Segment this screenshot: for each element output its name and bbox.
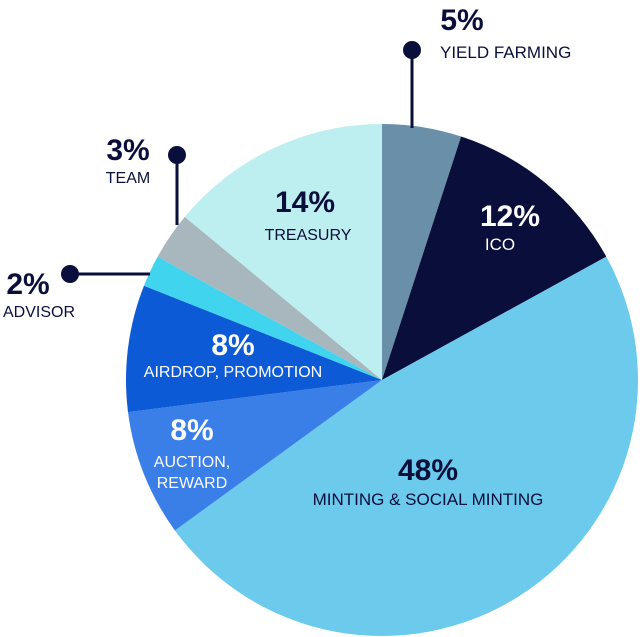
- minting-percent: 48%: [398, 454, 458, 487]
- pie-slice-auction-reward: [128, 380, 382, 531]
- pie-slice-yield-farming: [382, 124, 462, 380]
- pie-slice-airdrop-promotion: [126, 285, 382, 413]
- advisor-percent: 2%: [6, 268, 49, 301]
- yield-farming-label: YIELD FARMING: [440, 43, 571, 62]
- auction-label-line1: AUCTION,: [154, 454, 230, 471]
- pie-slice-treasury: [184, 124, 382, 380]
- minting-label: MINTING & SOCIAL MINTING: [313, 490, 544, 509]
- yield-farming-percent: 5%: [440, 4, 483, 37]
- ico-label: ICO: [485, 235, 515, 254]
- pie-slices: [126, 124, 638, 636]
- auction-percent: 8%: [170, 414, 213, 447]
- advisor-label: ADVISOR: [3, 304, 75, 321]
- pie-slice-advisor: [143, 256, 382, 380]
- team-callout-dot: [168, 146, 186, 164]
- ico-percent: 12%: [480, 200, 540, 233]
- airdrop-percent: 8%: [211, 329, 254, 362]
- auction-label-line2: REWARD: [157, 475, 228, 492]
- airdrop-label: AIRDROP, PROMOTION: [144, 364, 322, 381]
- team-percent: 3%: [106, 134, 149, 167]
- pie-slice-ico: [382, 136, 607, 380]
- pie-slice-minting-social-minting: [174, 256, 638, 636]
- treasury-label: TREASURY: [265, 227, 352, 244]
- advisor-callout-dot: [61, 265, 79, 283]
- callout-lines: [61, 41, 421, 283]
- team-label: TEAM: [106, 170, 150, 187]
- pie-slice-team: [157, 216, 382, 380]
- treasury-percent: 14%: [275, 186, 335, 219]
- yield-farming-callout-dot: [403, 41, 421, 59]
